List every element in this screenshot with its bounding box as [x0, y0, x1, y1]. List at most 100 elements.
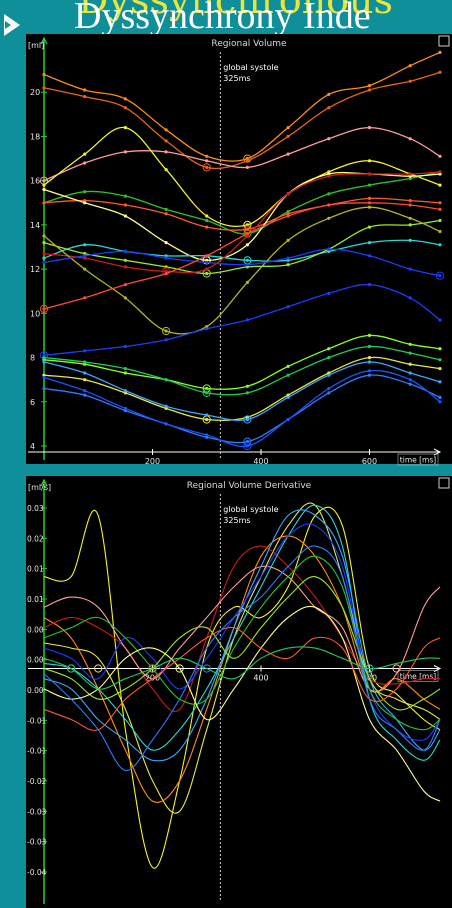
- y-tick-label: 10: [30, 309, 40, 318]
- data-point: [205, 218, 209, 223]
- data-point: [83, 360, 87, 364]
- data-point: [245, 415, 249, 419]
- data-point: [83, 252, 87, 256]
- data-point: [164, 256, 168, 260]
- y-tick-label: 18: [30, 132, 40, 141]
- data-point: [408, 362, 412, 366]
- data-point: [42, 187, 46, 192]
- data-point: [327, 356, 331, 360]
- data-point: [205, 159, 209, 163]
- data-point: [367, 225, 372, 229]
- data-point: [367, 254, 372, 258]
- data-point: [245, 391, 249, 395]
- slide-title-top: Dyssynchronous: [78, 0, 394, 22]
- y-tick-label: -0.01: [27, 716, 47, 725]
- maximize-box-icon: [438, 477, 450, 489]
- min-volume-marker: [148, 664, 157, 673]
- min-volume-marker: [202, 388, 211, 397]
- data-point: [245, 227, 249, 231]
- data-point: [83, 161, 87, 165]
- data-point: [367, 196, 372, 200]
- data-point: [123, 296, 127, 300]
- data-point: [123, 406, 127, 410]
- data-point: [408, 296, 412, 300]
- data-point: [286, 134, 290, 138]
- data-point: [245, 157, 249, 161]
- y-tick-label: 0.02: [27, 534, 44, 543]
- y-tick-label: 0.00: [27, 656, 44, 665]
- data-point: [327, 92, 331, 96]
- data-point: [367, 369, 372, 373]
- data-point: [367, 344, 372, 349]
- chart-title: Regional Volume Derivative: [187, 481, 312, 491]
- data-point: [42, 353, 46, 357]
- data-point: [164, 168, 168, 172]
- maximize-box-icon: [438, 35, 450, 47]
- data-point: [123, 283, 127, 287]
- x-axis-label-box: [397, 453, 439, 466]
- data-point: [286, 364, 290, 368]
- data-point: [164, 338, 168, 342]
- data-point: [286, 214, 290, 218]
- global-systole-value: 325ms: [223, 74, 250, 83]
- min-volume-marker: [392, 664, 401, 673]
- data-point: [205, 417, 209, 422]
- data-point: [327, 203, 331, 207]
- data-point: [83, 371, 87, 375]
- data-point: [245, 265, 249, 269]
- data-point: [327, 137, 331, 141]
- data-point: [83, 267, 87, 271]
- data-point: [367, 360, 372, 364]
- global-systole-label: global systole: [223, 505, 278, 514]
- y-tick-label: 0.03: [27, 504, 44, 513]
- y-tick-label: 8: [30, 354, 35, 363]
- data-point: [408, 172, 412, 176]
- data-point: [42, 307, 46, 311]
- data-point: [245, 243, 249, 247]
- data-point: [245, 234, 249, 238]
- data-point: [408, 378, 412, 382]
- data-point: [438, 274, 442, 278]
- data-point: [245, 417, 249, 422]
- slide-title-area: Dyssynchronous Dyssynchrony Inde: [0, 0, 452, 34]
- series-line-4: [43, 545, 441, 712]
- data-point: [164, 404, 168, 408]
- data-point: [42, 201, 46, 205]
- data-point: [367, 159, 372, 163]
- data-point: [438, 172, 442, 176]
- data-point: [164, 271, 168, 276]
- bullet-arrow-notch: [5, 21, 11, 29]
- data-point: [123, 126, 127, 130]
- data-point: [42, 356, 46, 360]
- chart-2: Regional Volume Derivative [ml/s] time [ms…: [26, 476, 452, 908]
- series-line-10: [43, 576, 441, 711]
- data-point: [123, 367, 127, 371]
- data-point: [205, 413, 209, 417]
- series-line-8: [43, 523, 441, 741]
- series-line-5: [43, 565, 441, 693]
- data-point: [408, 342, 412, 346]
- x-axis-label: time [ms]: [400, 672, 436, 681]
- data-point: [83, 199, 87, 203]
- min-volume-marker: [435, 271, 445, 280]
- y-tick-label: 20: [30, 88, 40, 97]
- data-point: [327, 249, 331, 253]
- data-point: [123, 150, 127, 154]
- series-line-13: [43, 646, 441, 690]
- data-point: [367, 241, 372, 245]
- data-point: [42, 360, 46, 364]
- data-point: [205, 435, 209, 439]
- data-point: [83, 393, 87, 397]
- data-point: [286, 126, 290, 130]
- data-point: [164, 150, 168, 154]
- data-point: [42, 375, 46, 380]
- data-point: [286, 238, 290, 242]
- data-point: [245, 263, 249, 267]
- data-point: [408, 137, 412, 141]
- y-tick-label: 0.00: [27, 686, 44, 695]
- y-tick-label: 6: [30, 398, 35, 407]
- data-point: [42, 252, 46, 256]
- data-point: [286, 373, 290, 377]
- data-point: [205, 327, 209, 331]
- data-point: [286, 393, 290, 397]
